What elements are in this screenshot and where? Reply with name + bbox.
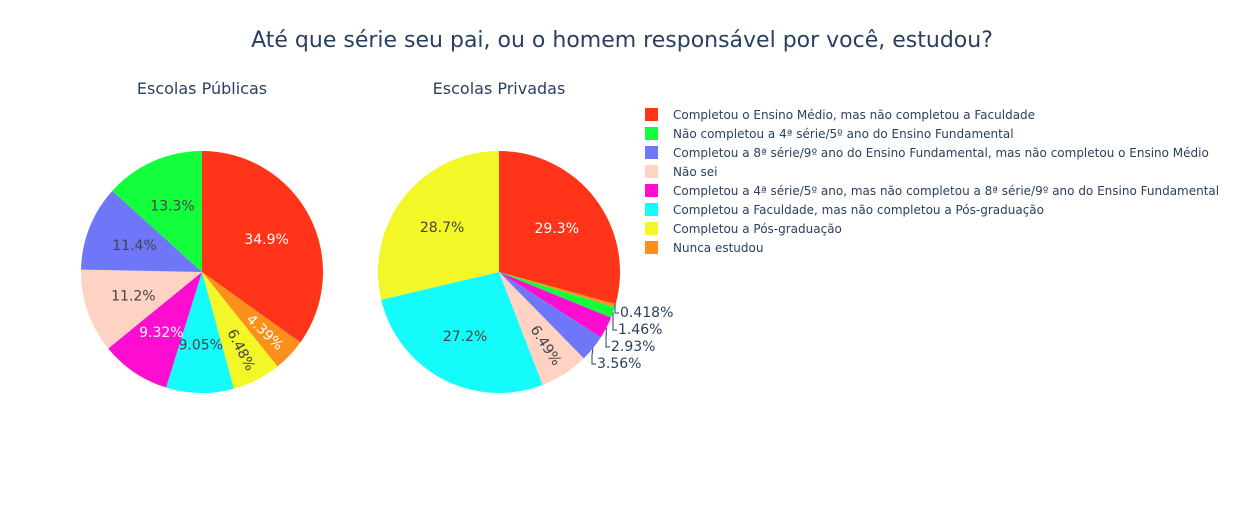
slice-label: 28.7% bbox=[420, 220, 464, 236]
slice-label: 0.418% bbox=[620, 305, 673, 321]
slice-label: 9.32% bbox=[139, 325, 183, 341]
legend-swatch bbox=[645, 203, 658, 216]
pie-slice[interactable] bbox=[381, 272, 543, 393]
legend-swatch bbox=[645, 108, 658, 121]
legend-swatch bbox=[645, 184, 658, 197]
legend-label: Não sei bbox=[673, 164, 718, 179]
pie-slice[interactable] bbox=[499, 272, 612, 338]
slice-label: 3.56% bbox=[597, 356, 641, 372]
pie-slice[interactable] bbox=[499, 151, 620, 305]
pie-slice[interactable] bbox=[202, 272, 278, 389]
pie-slice[interactable] bbox=[108, 272, 202, 388]
pie-slice[interactable] bbox=[166, 272, 234, 393]
legend-swatch bbox=[645, 241, 658, 254]
pie-slice[interactable] bbox=[202, 151, 323, 343]
legend-swatch bbox=[645, 165, 658, 178]
legend-item[interactable]: Completou a Pós-graduação bbox=[645, 219, 1219, 238]
pie-slice[interactable] bbox=[81, 269, 202, 349]
legend-label: Completou a 8ª série/9º ano do Ensino Fu… bbox=[673, 145, 1209, 160]
legend-label: Completou o Ensino Médio, mas não comple… bbox=[673, 107, 1036, 122]
label-leader-line bbox=[612, 312, 617, 331]
label-leader-line bbox=[591, 348, 596, 365]
pie-slice[interactable] bbox=[499, 272, 616, 308]
slice-label: 13.3% bbox=[150, 199, 194, 215]
legend-item[interactable]: Nunca estudou bbox=[645, 238, 1219, 257]
legend-item[interactable]: Completou a 4ª série/5º ano, mas não com… bbox=[645, 181, 1219, 200]
legend-swatch bbox=[645, 222, 658, 235]
legend-item[interactable]: Não completou a 4ª série/5º ano do Ensin… bbox=[645, 124, 1219, 143]
legend-label: Nunca estudou bbox=[673, 240, 764, 255]
pie-slice[interactable] bbox=[202, 272, 301, 367]
legend-label: Completou a 4ª série/5º ano, mas não com… bbox=[673, 183, 1220, 198]
slice-label: 9.05% bbox=[179, 338, 223, 354]
legend-label: Não completou a 4ª série/5º ano do Ensin… bbox=[673, 126, 1014, 141]
subplot-title-private: Escolas Privadas bbox=[432, 79, 566, 98]
pie-slice[interactable] bbox=[112, 151, 202, 272]
legend-item[interactable]: Não sei bbox=[645, 162, 1219, 181]
label-leader-line bbox=[605, 327, 610, 348]
legend-label: Completou a Faculdade, mas não completou… bbox=[673, 202, 1044, 217]
slice-label: 29.3% bbox=[535, 221, 579, 237]
legend-item[interactable]: Completou o Ensino Médio, mas não comple… bbox=[645, 105, 1219, 124]
pie-slice[interactable] bbox=[378, 151, 499, 300]
legend: Completou o Ensino Médio, mas não comple… bbox=[645, 105, 1219, 257]
slice-label: 27.2% bbox=[443, 329, 487, 345]
slice-label: 2.93% bbox=[611, 339, 655, 355]
slice-label: 11.4% bbox=[112, 238, 156, 254]
legend-swatch bbox=[645, 127, 658, 140]
legend-item[interactable]: Completou a 8ª série/9º ano do Ensino Fu… bbox=[645, 143, 1219, 162]
slice-label: 11.2% bbox=[111, 289, 155, 305]
pie-slice[interactable] bbox=[499, 272, 601, 359]
legend-swatch bbox=[645, 146, 658, 159]
slice-label: 34.9% bbox=[244, 232, 288, 248]
chart-title: Até que série seu pai, ou o homem respon… bbox=[251, 28, 993, 53]
subplot-title-public: Escolas Públicas bbox=[136, 79, 268, 98]
pie-slice[interactable] bbox=[499, 272, 615, 318]
pie-slice[interactable] bbox=[81, 190, 202, 272]
pie-slice[interactable] bbox=[499, 272, 584, 385]
label-leader-line bbox=[614, 303, 619, 314]
legend-label: Completou a Pós-graduação bbox=[673, 221, 842, 236]
slice-label: 1.46% bbox=[618, 322, 662, 338]
legend-item[interactable]: Completou a Faculdade, mas não completou… bbox=[645, 200, 1219, 219]
